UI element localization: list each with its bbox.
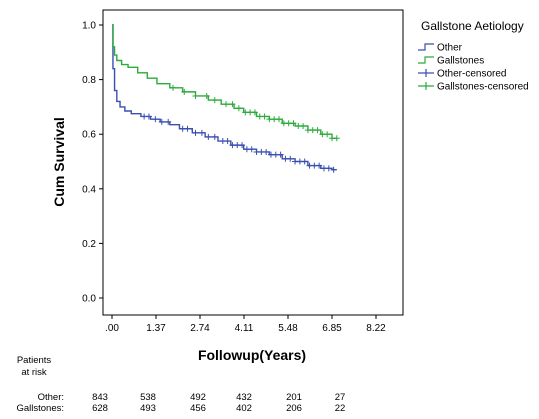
other-censor-mark: [316, 162, 323, 169]
y-tick-label: 0.0: [82, 294, 96, 305]
risk-row-value: 456: [190, 403, 206, 414]
series-layer: [112, 24, 340, 173]
risk-row-value: 538: [140, 392, 156, 403]
other-censor-mark: [165, 118, 172, 125]
gallstones-censor-mark: [251, 109, 258, 116]
gallstones-censor-mark: [324, 131, 331, 138]
other-censor-mark: [184, 125, 191, 132]
other-censor-mark: [239, 142, 246, 149]
other-censor-mark: [330, 166, 337, 173]
other-censor-mark: [325, 165, 332, 172]
other-censor-mark: [205, 133, 212, 140]
other-censor-mark: [301, 158, 308, 165]
legend-swatch-other-censored: [418, 69, 434, 77]
legend: Gallstone Aetiology Other Gallstones Other…: [418, 19, 529, 93]
gallstones-survival-line: [112, 24, 337, 139]
other-censor-mark: [158, 118, 165, 125]
risk-row-value: 843: [92, 392, 108, 403]
other-censor-mark: [198, 129, 205, 136]
legend-title: Gallstone Aetiology: [421, 19, 524, 33]
risk-row-value: 206: [286, 403, 302, 414]
y-tick-label: 0.8: [82, 75, 96, 86]
other-censor-mark: [152, 116, 159, 123]
other-censor-mark: [248, 146, 255, 153]
other-censor-mark: [277, 151, 284, 158]
gallstones-censor-mark: [229, 101, 236, 108]
gallstones-censor-mark: [203, 92, 210, 99]
gallstones-censor-mark: [170, 84, 177, 91]
gallstones-censor-mark: [276, 116, 283, 123]
other-censor-mark: [145, 113, 152, 120]
gallstones-censor-mark: [261, 113, 268, 120]
x-tick-label: 1.37: [146, 323, 166, 334]
other-censor-mark: [263, 148, 270, 155]
gallstones-censor-mark: [223, 101, 230, 108]
gallstones-censor-mark: [300, 123, 307, 130]
risk-row-value: 493: [140, 403, 156, 414]
gallstones-censor-mark: [192, 92, 199, 99]
legend-label-gallstones: Gallstones: [437, 56, 484, 67]
other-censor-mark: [287, 155, 294, 162]
legend-swatch-other: [418, 43, 434, 51]
gallstones-censor-mark: [333, 135, 340, 142]
gallstones-censor-mark: [290, 120, 297, 127]
legend-label-other-censored: Other-censored: [437, 69, 506, 80]
x-tick-label: 5.48: [278, 323, 298, 334]
risk-row-value: 402: [236, 403, 252, 414]
risk-row-value: 628: [92, 403, 108, 414]
plot-frame: [102, 9, 404, 316]
risk-table-title-line1: Patients: [17, 355, 52, 366]
y-tick-label: 0.4: [82, 184, 96, 195]
x-tick-label: 8.22: [366, 323, 386, 334]
risk-table-title-line2: at risk: [21, 367, 47, 378]
risk-row-value: 27: [335, 392, 346, 403]
other-censor-mark: [211, 133, 218, 140]
legend-label-gallstones-censored: Gallstones-censored: [437, 82, 529, 93]
y-tick-label: 0.6: [82, 130, 96, 141]
x-tick-label: .00: [105, 323, 119, 334]
legend-label-other: Other: [437, 43, 463, 54]
risk-row-value: 432: [236, 392, 252, 403]
other-censor-mark: [192, 129, 199, 136]
x-tick-label: 2.74: [190, 323, 210, 334]
legend-swatch-gallstones-censored: [418, 82, 434, 90]
other-censor-mark: [224, 138, 231, 145]
gallstones-censor-mark: [211, 97, 218, 104]
axes: 0.0 0.2 0.4 0.6 0.8 1.0 .00 1.37 2.74 4.11 5.48 6.8…: [82, 21, 386, 335]
risk-row-value: 201: [286, 392, 302, 403]
gallstones-censor-mark: [235, 105, 242, 112]
gallstones-censor-mark: [314, 127, 321, 134]
x-axis-title: Followup(Years): [198, 347, 306, 363]
y-tick-label: 0.2: [82, 239, 96, 250]
y-tick-label: 1.0: [82, 21, 96, 32]
risk-row-value: 492: [190, 392, 206, 403]
risk-row-label: Other:: [38, 392, 64, 403]
gallstones-censor-mark: [181, 88, 188, 95]
risk-table: Patients at risk Other: 843 538 492 432 201 27…: [16, 355, 345, 414]
legend-swatch-gallstones: [418, 56, 434, 64]
risk-row-label: Gallstones:: [16, 403, 64, 414]
risk-row-value: 22: [335, 403, 346, 414]
x-tick-label: 4.11: [235, 323, 254, 334]
x-tick-label: 6.85: [322, 323, 342, 334]
y-axis-title: Cum Survival: [51, 117, 67, 206]
